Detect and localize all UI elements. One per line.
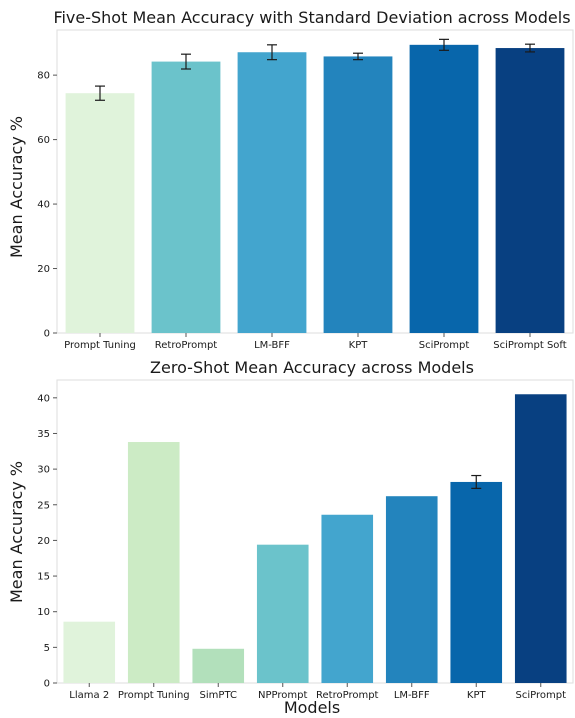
zero-shot-x-tick-label: KPT: [467, 690, 487, 701]
five-shot-x-tick-label: SciPrompt Soft: [493, 340, 566, 351]
zero-shot-x-tick-label: LM-BFF: [394, 690, 430, 701]
five-shot-bar: [495, 48, 565, 334]
five-shot-x-tick-label: SciPrompt: [419, 340, 470, 351]
zero-shot-x-tick-label: RetroPrompt: [316, 690, 379, 701]
zero-shot-y-tick-label: 0: [44, 679, 50, 690]
zero-shot-y-ticks: 0 5 10 15 20 25 30 35 40: [37, 393, 57, 690]
five-shot-bar: [409, 44, 479, 333]
five-shot-bar: [237, 52, 307, 334]
zero-shot-x-axis-label: Models: [284, 698, 340, 717]
zero-shot-bars: [63, 394, 567, 683]
zero-shot-bar: [321, 514, 374, 683]
five-shot-chart-title: Five-Shot Mean Accuracy with Standard De…: [53, 8, 570, 27]
zero-shot-x-tick-label: SciPrompt: [516, 690, 567, 701]
five-shot-y-tick-label: 60: [37, 135, 50, 146]
zero-shot-y-tick-label: 35: [37, 429, 50, 440]
five-shot-y-axis-label: Mean Accuracy %: [7, 116, 26, 258]
five-shot-bars: [65, 44, 565, 334]
five-shot-x-tick-label: KPT: [349, 340, 369, 351]
five-shot-y-tick-label: 0: [44, 329, 50, 340]
five-shot-bar: [323, 56, 393, 333]
five-shot-y-ticks: 0 20 40 60 80: [37, 71, 57, 340]
zero-shot-error-bars: [471, 474, 482, 489]
five-shot-x-tick-label: RetroPrompt: [155, 340, 218, 351]
zero-shot-y-tick-label: 25: [37, 500, 50, 511]
five-shot-x-tick-label: Prompt Tuning: [64, 340, 136, 351]
five-shot-bar: [65, 93, 135, 333]
zero-shot-x-tick-label: Llama 2: [69, 690, 109, 701]
zero-shot-x-tick-label: SimPTC: [200, 690, 237, 701]
zero-shot-bar: [192, 648, 245, 683]
zero-shot-bar: [450, 481, 503, 683]
zero-shot-chart-title: Zero-Shot Mean Accuracy across Models: [150, 358, 474, 377]
zero-shot-x-ticks: Llama 2 Prompt Tuning SimPTC NPPrompt RetroP…: [69, 683, 566, 701]
zero-shot-y-tick-label: 30: [37, 465, 50, 476]
five-shot-y-tick-label: 40: [37, 200, 50, 211]
zero-shot-y-tick-label: 40: [37, 393, 50, 404]
zero-shot-bar: [63, 621, 116, 683]
zero-shot-x-tick-label: Prompt Tuning: [118, 690, 190, 701]
five-shot-x-ticks: Prompt Tuning RetroPrompt LM-BFF KPT SciProm…: [64, 333, 567, 351]
five-shot-error-bars: [95, 38, 535, 101]
zero-shot-bar: [127, 442, 180, 683]
five-shot-x-tick-label: LM-BFF: [254, 340, 290, 351]
five-shot-plot-frame: [56, 29, 574, 334]
zero-shot-y-tick-label: 10: [37, 607, 50, 618]
zero-shot-x-tick-label: NPPrompt: [258, 690, 307, 701]
five-shot-bar: [151, 61, 221, 334]
zero-shot-bar: [514, 394, 567, 683]
zero-shot-y-tick-label: 5: [44, 643, 50, 654]
zero-shot-y-axis-label: Mean Accuracy %: [7, 461, 26, 603]
zero-shot-bar: [256, 544, 309, 683]
five-shot-chart: Five-Shot Mean Accuracy with Standard De…: [7, 8, 574, 351]
zero-shot-y-tick-label: 20: [37, 536, 50, 547]
zero-shot-plot-frame: [56, 379, 574, 684]
zero-shot-chart: Zero-Shot Mean Accuracy across Models Me…: [7, 358, 574, 717]
five-shot-y-tick-label: 20: [37, 264, 50, 275]
zero-shot-bar: [385, 496, 438, 683]
five-shot-y-tick-label: 80: [37, 71, 50, 82]
zero-shot-y-tick-label: 15: [37, 572, 50, 583]
